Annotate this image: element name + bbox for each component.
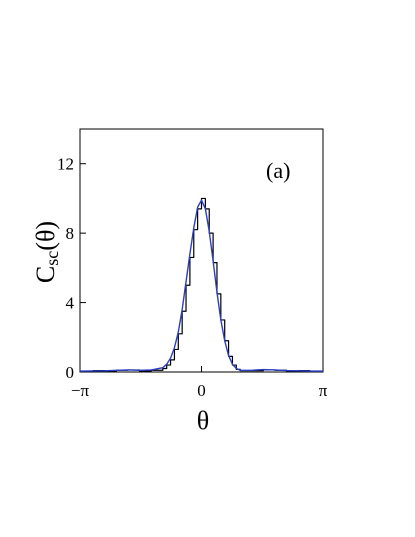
y-tick-label: 4 [66,294,75,313]
x-tick-label: π [319,381,328,400]
fit-curve-line [80,199,323,372]
y-axis-title-main: C [31,266,60,283]
series-layer [80,197,323,372]
x-tick-label: 0 [197,381,206,400]
svg-text:Csc(θ): Csc(θ) [31,221,62,283]
panel-label: (a) [266,158,290,183]
y-tick-label: 12 [57,155,74,174]
y-axis-title-arg: (θ) [31,221,60,251]
x-axis-title: θ [197,406,209,435]
y-tick-label: 8 [66,224,75,243]
y-axis-title: Csc(θ) [31,221,62,283]
x-tick-label: −π [71,381,90,400]
histogram-step-line [80,197,323,372]
y-axis-title-sub: sc [42,251,62,266]
y-tick-label: 0 [66,363,75,382]
